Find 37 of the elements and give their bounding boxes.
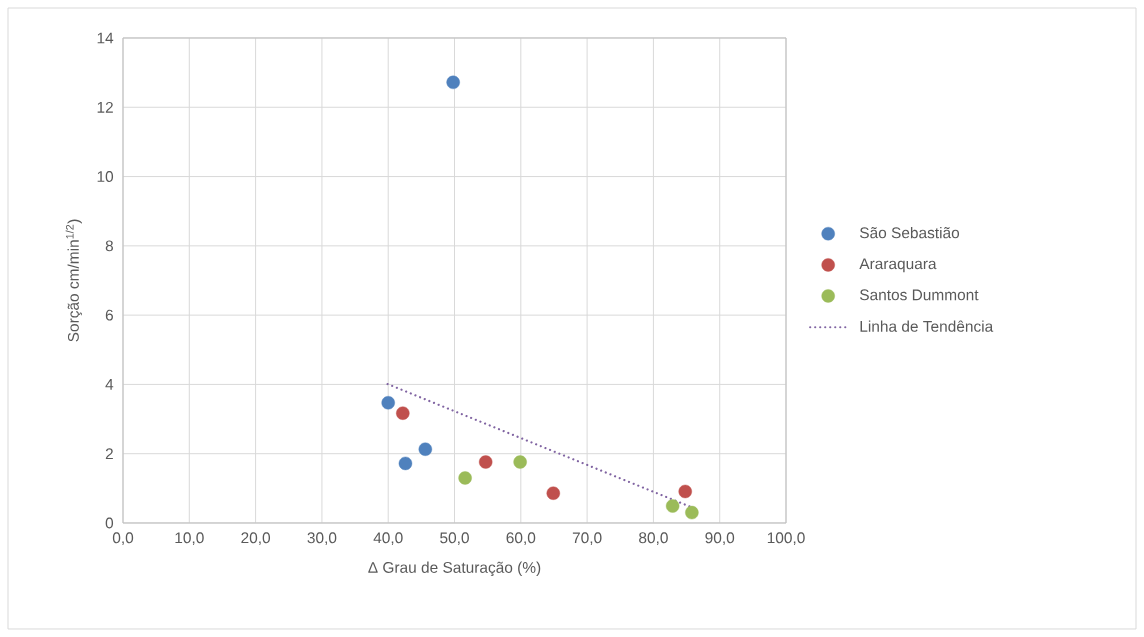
point bbox=[396, 406, 410, 420]
y-tick-label: 8 bbox=[105, 240, 113, 252]
legend-label: Santos Dummont bbox=[859, 289, 979, 301]
y-tick-label: 10 bbox=[97, 171, 114, 183]
point bbox=[665, 499, 680, 513]
point bbox=[478, 455, 493, 469]
x-tick-label: 50,0 bbox=[440, 532, 469, 546]
y-tick-label: 2 bbox=[105, 448, 113, 460]
x-tick-label: 20,0 bbox=[241, 532, 271, 546]
x-tick-label: 90,0 bbox=[705, 532, 735, 546]
x-axis-title: Δ Grau de Saturação (%) bbox=[368, 561, 541, 577]
point bbox=[685, 505, 699, 520]
point bbox=[381, 396, 395, 410]
point bbox=[418, 442, 433, 456]
point bbox=[398, 456, 413, 471]
point bbox=[458, 471, 472, 485]
x-tick-label: 70,0 bbox=[572, 532, 602, 546]
y-tick-label: 12 bbox=[97, 101, 113, 113]
y-tick-label: 0 bbox=[105, 517, 114, 529]
x-tick-label: 80,0 bbox=[639, 532, 668, 546]
y-tick-label: 4 bbox=[105, 379, 114, 390]
x-tick-label: 10,0 bbox=[175, 532, 204, 546]
legend-label: São Sebastião bbox=[859, 226, 960, 239]
y-tick-label: 6 bbox=[105, 309, 113, 321]
legend-label: Linha de Tendência bbox=[860, 320, 994, 332]
point bbox=[513, 455, 527, 469]
y-axis-title: Sorção cm/min$^{1/2}$) bbox=[65, 219, 82, 342]
y-tick-label: 14 bbox=[97, 32, 114, 44]
point bbox=[446, 75, 460, 90]
legend-label: Araraquara bbox=[859, 258, 937, 273]
x-tick-label: 0,0 bbox=[112, 532, 134, 546]
x-tick-label: 100,0 bbox=[767, 532, 805, 546]
point bbox=[546, 486, 560, 500]
point bbox=[678, 484, 692, 499]
x-tick-label: 60,0 bbox=[506, 532, 536, 546]
x-tick-label: 30,0 bbox=[307, 532, 337, 546]
x-tick-label: 40,0 bbox=[373, 532, 403, 546]
